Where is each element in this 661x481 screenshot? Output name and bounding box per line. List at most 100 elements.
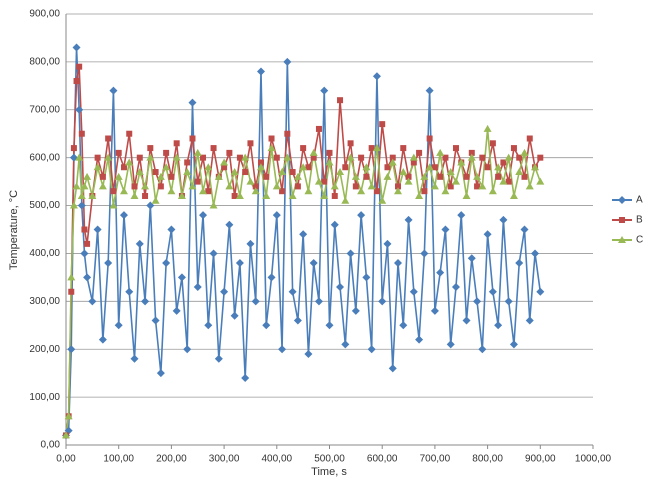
marker xyxy=(247,140,254,147)
marker xyxy=(309,148,318,156)
marker xyxy=(494,163,503,171)
y-tick-label: 100,00 xyxy=(29,392,60,403)
marker xyxy=(120,164,127,171)
y-axis-label: Temperature, °C xyxy=(8,190,20,270)
marker xyxy=(76,63,83,70)
marker xyxy=(147,145,154,152)
marker xyxy=(520,148,529,156)
marker xyxy=(141,297,150,306)
marker xyxy=(80,249,89,258)
marker xyxy=(151,316,160,325)
marker xyxy=(125,158,134,166)
marker xyxy=(337,97,344,104)
marker xyxy=(388,364,397,373)
marker xyxy=(421,188,428,195)
marker xyxy=(304,350,313,359)
marker xyxy=(293,172,302,180)
y-tick-label: 0,00 xyxy=(41,440,61,451)
marker xyxy=(167,225,176,234)
x-tick-label: 800,00 xyxy=(472,454,503,465)
marker xyxy=(246,239,255,248)
marker xyxy=(468,149,475,156)
marker xyxy=(372,144,381,152)
marker xyxy=(478,182,487,190)
marker xyxy=(336,282,345,291)
marker xyxy=(246,177,255,185)
marker xyxy=(536,177,545,185)
marker xyxy=(73,78,80,85)
legend-label: A xyxy=(636,195,643,206)
x-tick-label: 900,00 xyxy=(525,454,556,465)
marker xyxy=(299,163,308,171)
marker xyxy=(263,173,270,180)
marker xyxy=(473,297,482,306)
marker xyxy=(431,164,438,171)
marker xyxy=(441,225,450,234)
marker xyxy=(499,177,508,185)
marker xyxy=(394,187,403,195)
x-tick-label: 1000,00 xyxy=(575,454,612,465)
x-tick-label: 400,00 xyxy=(262,454,293,465)
marker xyxy=(235,259,244,268)
marker xyxy=(352,183,359,190)
marker xyxy=(251,297,260,306)
marker xyxy=(299,230,308,239)
marker xyxy=(510,145,517,152)
marker xyxy=(305,164,312,171)
y-tick-label: 400,00 xyxy=(29,248,60,259)
marker xyxy=(420,249,429,258)
marker xyxy=(94,154,101,161)
marker xyxy=(226,149,233,156)
marker xyxy=(252,183,259,190)
marker xyxy=(146,153,155,161)
marker xyxy=(325,321,334,330)
marker xyxy=(331,192,338,199)
marker xyxy=(462,316,471,325)
marker xyxy=(188,98,197,107)
marker xyxy=(320,191,329,199)
y-tick-label: 600,00 xyxy=(29,152,60,163)
marker xyxy=(272,211,281,220)
y-tick-label: 900,00 xyxy=(29,9,60,20)
marker xyxy=(72,43,81,52)
marker xyxy=(463,173,470,180)
marker xyxy=(467,153,476,161)
marker xyxy=(130,191,139,199)
marker xyxy=(351,306,360,315)
marker xyxy=(473,172,482,180)
marker xyxy=(525,316,534,325)
marker xyxy=(388,158,397,166)
marker xyxy=(64,412,73,420)
marker xyxy=(330,182,339,190)
marker xyxy=(451,177,460,185)
marker xyxy=(151,196,160,204)
marker xyxy=(267,273,276,282)
legend-marker xyxy=(618,236,626,243)
marker xyxy=(478,345,487,354)
marker xyxy=(442,154,449,161)
marker xyxy=(326,149,333,156)
marker xyxy=(125,287,134,296)
marker xyxy=(525,182,534,190)
marker xyxy=(209,201,218,209)
marker xyxy=(157,183,164,190)
marker xyxy=(441,187,450,195)
marker xyxy=(416,149,423,156)
legend-marker xyxy=(618,196,626,204)
marker xyxy=(172,306,181,315)
marker xyxy=(105,135,112,142)
marker xyxy=(451,282,460,291)
marker xyxy=(220,287,229,296)
marker xyxy=(284,130,291,137)
marker xyxy=(162,163,171,171)
marker xyxy=(479,154,486,161)
marker xyxy=(236,154,243,161)
x-tick-label: 700,00 xyxy=(420,454,451,465)
marker xyxy=(415,335,424,344)
marker xyxy=(283,153,292,161)
marker xyxy=(504,297,513,306)
marker xyxy=(135,168,144,176)
marker xyxy=(446,168,455,176)
marker xyxy=(500,159,507,166)
marker xyxy=(93,225,102,234)
